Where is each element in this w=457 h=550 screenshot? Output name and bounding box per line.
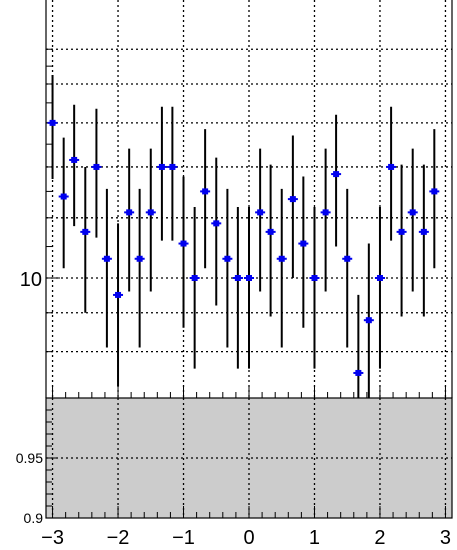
- data-point: [158, 163, 165, 170]
- data-point: [202, 188, 209, 195]
- data-point: [191, 275, 198, 281]
- data-point: [278, 255, 285, 262]
- x-tick-label: −2: [107, 527, 130, 549]
- data-point: [388, 163, 395, 170]
- data-point: [409, 209, 416, 216]
- upper-panel: 10: [20, 0, 453, 398]
- data-point: [49, 119, 56, 126]
- data-point: [246, 275, 252, 281]
- y-tick-label: 10: [20, 269, 42, 291]
- x-tick-label: 3: [440, 527, 451, 549]
- data-point: [355, 369, 362, 376]
- data-point: [398, 228, 405, 235]
- data-point: [344, 255, 351, 262]
- x-tick-label: 0: [243, 527, 254, 549]
- data-point: [115, 291, 122, 298]
- data-point: [136, 255, 143, 262]
- data-point: [60, 193, 67, 200]
- data-point: [213, 220, 220, 227]
- data-point: [289, 196, 296, 203]
- data-point: [300, 240, 307, 247]
- x-tick-label: 1: [309, 527, 320, 549]
- data-point: [322, 209, 329, 216]
- data-point: [257, 209, 264, 216]
- data-point: [147, 209, 154, 216]
- data-point: [420, 228, 427, 235]
- data-point: [365, 317, 372, 324]
- data-point: [169, 163, 176, 170]
- data-point: [333, 171, 340, 178]
- data-point: [126, 209, 133, 216]
- x-tick-label: −1: [172, 527, 195, 549]
- x-tick-label: −3: [41, 527, 64, 549]
- data-point: [234, 275, 241, 281]
- data-point: [71, 156, 78, 163]
- lower-panel: 0.95 0.9−3 −2 −1 0 1 2 3: [16, 397, 453, 549]
- data-point: [267, 228, 274, 235]
- y-tick-label: 0.9: [24, 510, 44, 526]
- data-point: [311, 275, 318, 281]
- data-point: [431, 188, 438, 195]
- data-point: [224, 255, 231, 262]
- data-point: [93, 163, 100, 170]
- x-tick-label: 2: [374, 527, 385, 549]
- y-tick-label: 0.95: [16, 450, 43, 466]
- data-point: [180, 240, 187, 247]
- data-point: [82, 228, 89, 235]
- data-point: [376, 275, 383, 281]
- data-point: [103, 255, 110, 262]
